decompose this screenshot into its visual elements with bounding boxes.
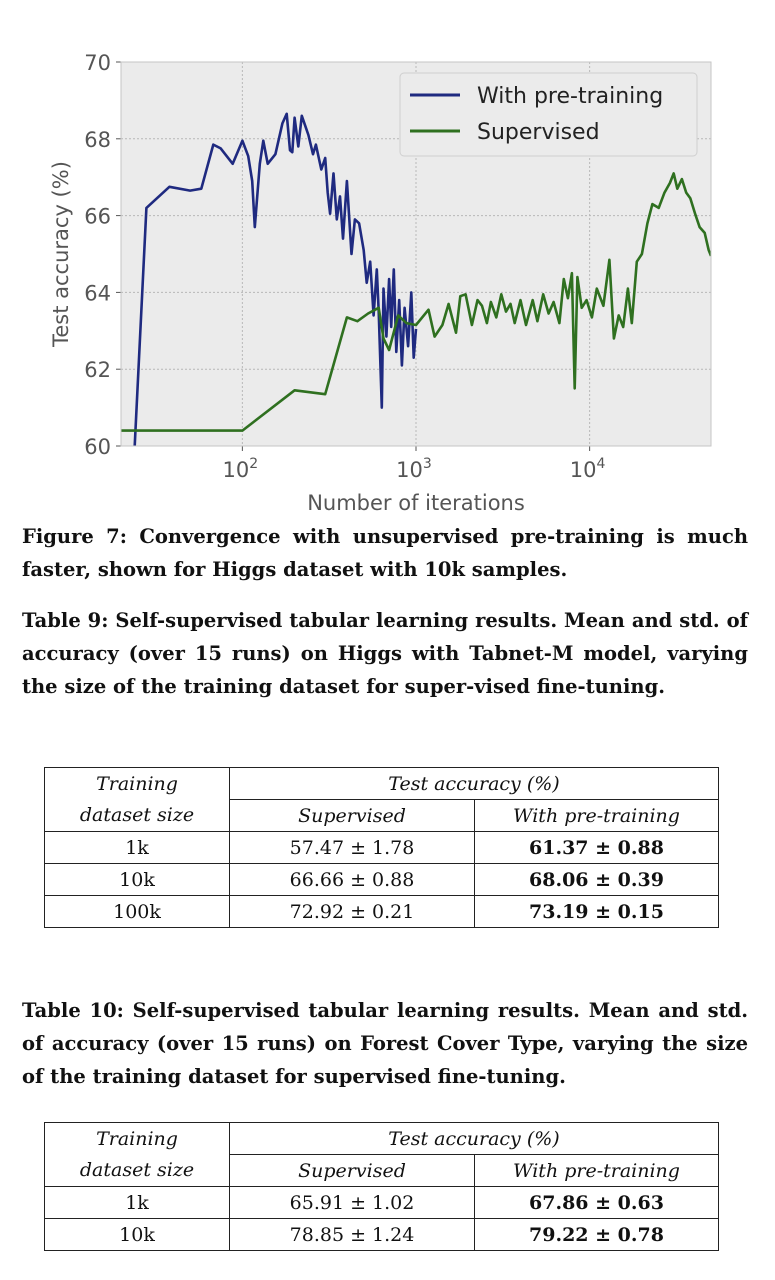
table-header-row: Training Test accuracy (%)	[44, 1122, 719, 1155]
cell-pretraining: 68.06 ± 0.39	[474, 863, 719, 896]
header-training-label: Training	[44, 767, 230, 800]
header-dataset-size-label: dataset size	[44, 1154, 230, 1187]
cell-pretraining: 79.22 ± 0.78	[474, 1218, 719, 1251]
cell-supervised: 65.91 ± 1.02	[229, 1186, 475, 1219]
x-tick-label: 102	[223, 456, 259, 482]
cell-supervised: 57.47 ± 1.78	[229, 831, 475, 864]
x-tick-label: 103	[396, 456, 432, 482]
table-header-row: dataset size Supervised With pre-trainin…	[44, 799, 719, 832]
legend-box	[399, 72, 698, 157]
y-tick-label: 66	[84, 205, 111, 229]
plot-frame	[120, 61, 712, 447]
table-row: 1k 57.47 ± 1.78 61.37 ± 0.88	[44, 831, 719, 864]
y-tick-label: 64	[84, 281, 111, 305]
table-header-row: dataset size Supervised With pre-trainin…	[44, 1154, 719, 1187]
header-with-pretraining: With pre-training	[474, 1154, 719, 1187]
table-row: 10k 78.85 ± 1.24 79.22 ± 0.78	[44, 1218, 719, 1251]
cell-pretraining: 67.86 ± 0.63	[474, 1186, 719, 1219]
table-header-row: Training Test accuracy (%)	[44, 767, 719, 800]
cell-pretraining: 73.19 ± 0.15	[474, 895, 719, 928]
header-supervised: Supervised	[229, 799, 475, 832]
cell-supervised: 72.92 ± 0.21	[229, 895, 475, 928]
series-line-supervised	[121, 172, 711, 432]
y-axis-label: Test accuracy (%)	[49, 161, 73, 348]
cell-supervised: 66.66 ± 0.88	[229, 863, 475, 896]
table-row: 1k 65.91 ± 1.02 67.86 ± 0.63	[44, 1186, 719, 1219]
cell-size: 10k	[44, 863, 230, 896]
legend: With pre-training Supervised	[399, 72, 698, 157]
table10: Training Test accuracy (%) dataset size …	[44, 1122, 719, 1251]
cell-size: 1k	[44, 831, 230, 864]
y-tick-label: 70	[84, 51, 111, 75]
header-with-pretraining: With pre-training	[474, 799, 719, 832]
y-tick-label: 60	[84, 435, 111, 459]
y-tick-label: 62	[84, 358, 111, 382]
legend-entry: Supervised	[477, 120, 600, 145]
cell-size: 1k	[44, 1186, 230, 1219]
table-row: 100k 72.92 ± 0.21 73.19 ± 0.15	[44, 895, 719, 928]
header-test-accuracy: Test accuracy (%)	[229, 767, 719, 800]
series-line-pretraining	[133, 112, 418, 446]
cell-size: 100k	[44, 895, 230, 928]
x-axis-label: Number of iterations	[307, 491, 525, 515]
y-tick-label: 68	[84, 128, 111, 152]
table9: Training Test accuracy (%) dataset size …	[44, 767, 719, 928]
cell-supervised: 78.85 ± 1.24	[229, 1218, 475, 1251]
cell-pretraining: 61.37 ± 0.88	[474, 831, 719, 864]
table-row: 10k 66.66 ± 0.88 68.06 ± 0.39	[44, 863, 719, 896]
header-supervised: Supervised	[229, 1154, 475, 1187]
convergence-chart: 60 62 64 66 68 70 102 103 104 With pre-training Su…	[49, 51, 712, 515]
figure-caption: Figure 7: Convergence with unsupervised …	[22, 525, 748, 581]
header-test-accuracy: Test accuracy (%)	[229, 1122, 719, 1155]
table9-caption: Table 9: Self-supervised tabular learnin…	[22, 609, 748, 698]
header-training-label: Training	[44, 1122, 230, 1155]
legend-entry: With pre-training	[477, 84, 663, 109]
convergence-figure: 60 62 64 66 68 70 102 103 104 With pre-training Su…	[0, 0, 775, 520]
header-dataset-size-label: dataset size	[44, 799, 230, 832]
table10-caption: Table 10: Self-supervised tabular learni…	[22, 999, 748, 1088]
x-tick-label: 104	[570, 456, 606, 482]
cell-size: 10k	[44, 1218, 230, 1251]
